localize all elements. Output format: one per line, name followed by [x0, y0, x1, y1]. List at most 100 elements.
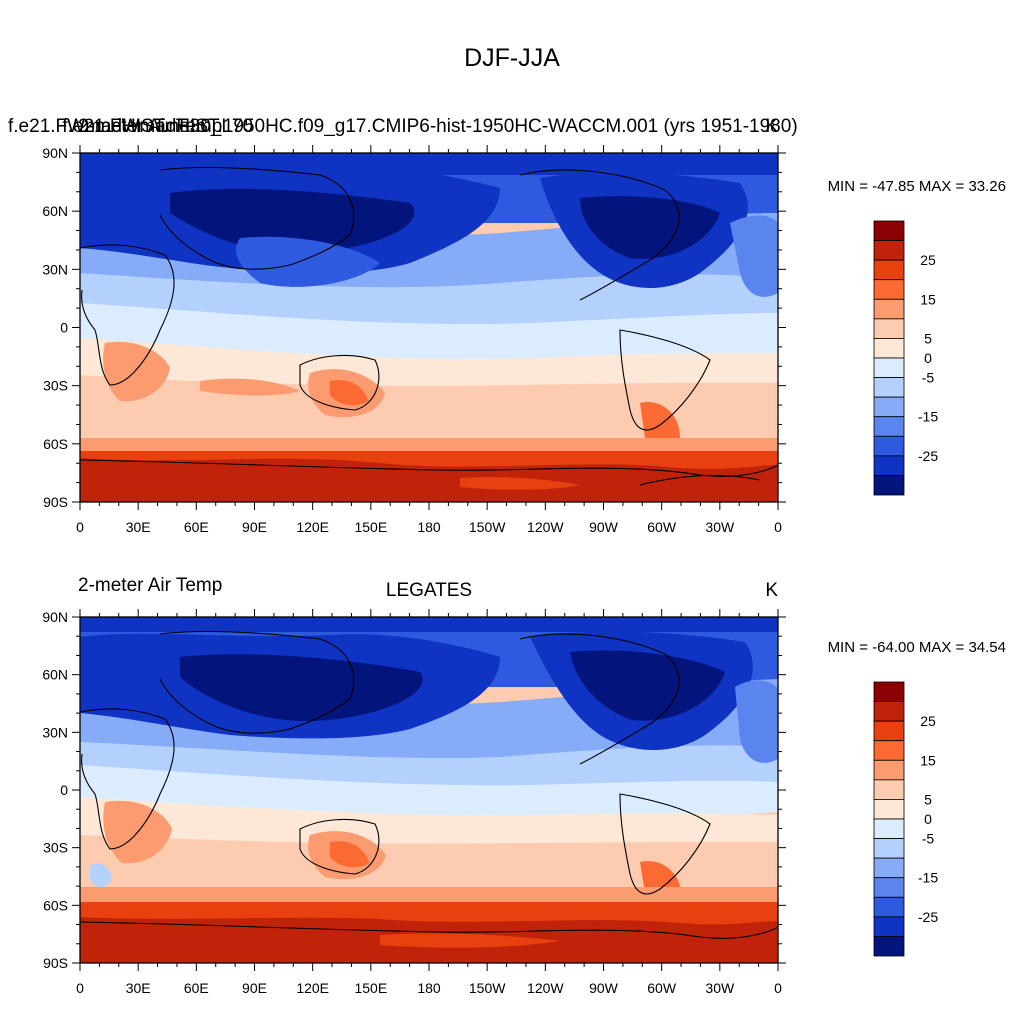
panel-bottom-ytick-label: 90N [42, 609, 68, 625]
panel-top-colorbar-box [873, 298, 905, 320]
panel-bottom-stats: MIN = -64.00 MAX = 34.54 [828, 639, 1006, 656]
panel-bottom-axes: 0 30E 60E 90E 120E 150E 180 150W 120W 90W 60W 30W 09… [42, 609, 786, 996]
panel-top-colorbar-label: 25 [920, 252, 936, 268]
panel-top-colorbar-box [873, 455, 905, 476]
panel-top-colorbar: 25 15 5 0 -5 -15 -25 [873, 220, 938, 496]
panel-top-ytick-label: 30N [42, 261, 68, 277]
panel-bottom-xtick-label: 180 [417, 980, 441, 996]
panel-bottom-colorbar-box [873, 896, 905, 918]
panel-bottom-colorbar-label: 0 [924, 811, 932, 827]
panel-bottom-colorbar-box [873, 838, 905, 859]
panel-top-axes: 0 30E 60E 90E 120E 150E 180 150W 120W 90W 60W 30W 09… [42, 145, 786, 535]
panel-top-colorbar-box [873, 377, 905, 398]
panel-bottom-colorbar-box [873, 799, 905, 820]
panel-bottom-colorbar-box [873, 857, 905, 879]
panel-top-xtick-label: 0 [76, 519, 84, 535]
panel-bottom-ytick-label: 0 [60, 782, 68, 798]
panel-bottom-xtick-label: 90W [589, 980, 619, 996]
panel-bottom-colorbar-label: -15 [918, 870, 938, 886]
panel-bottom-colorbar-box [873, 720, 905, 742]
panel-bottom-colorbar-label: 15 [920, 752, 936, 768]
panel-bottom-xtick-label: 0 [76, 980, 84, 996]
panel-top-colorbar-label: -15 [918, 409, 938, 425]
panel-top-xtick-label: 120E [296, 519, 329, 535]
panel-bottom-xtick-label: 150W [469, 980, 506, 996]
panel-top-stats: MIN = -47.85 MAX = 33.26 [828, 178, 1006, 195]
panel-top-xtick-label: 60W [647, 519, 677, 535]
panel-bottom-map [80, 617, 778, 963]
panel-bottom-xtick-label: 30E [126, 980, 151, 996]
panel-bottom-colorbar-box [873, 877, 905, 898]
panel-bottom-coastlines [80, 630, 778, 939]
panel-top-xtick-label: 0 [774, 519, 782, 535]
panel-top-colorbar-box [873, 435, 905, 457]
panel-top-coastlines [80, 166, 778, 486]
panel-top-xtick-label: 90E [242, 519, 267, 535]
panel-top-units: K [765, 116, 778, 137]
panel-bottom-colorbar-box [873, 759, 905, 781]
panel-bottom-colorbar-label: -25 [918, 909, 938, 925]
panel-top-left-title-a: f.e21.FWmadHIST.ne30_L70 [8, 116, 253, 137]
panel-bottom-xtick-label: 0 [774, 980, 782, 996]
panel-top-colorbar-box [873, 416, 905, 437]
panel-top-xtick-label: 150E [354, 519, 387, 535]
panel-top-ytick-label: 0 [60, 320, 68, 336]
panel-bottom-ytick-label: 60N [42, 667, 68, 683]
panel-bottom-colorbar-box [873, 701, 905, 722]
panel-bottom-left-title: 2-meter Air Temp [78, 575, 222, 596]
panel-bottom-colorbar-label: 25 [920, 713, 936, 729]
panel-bottom-colorbar-label: 5 [924, 791, 932, 807]
panel-bottom-center-title: LEGATES [386, 580, 472, 601]
panel-top-xtick-label: 180 [417, 519, 441, 535]
panel-bottom-colorbar-box [873, 818, 905, 839]
panel-top-xtick-label: 30E [126, 519, 151, 535]
panel-top-colorbar-box [873, 279, 905, 300]
panel-bottom-ytick-label: 60S [43, 897, 68, 913]
panel-bottom-colorbar-box [873, 681, 905, 702]
panel-bottom-xtick-label: 60E [184, 980, 209, 996]
panel-top-left-title-b: 2-meter Air Temp [78, 116, 222, 137]
panel-bottom-colorbar-box [873, 936, 905, 957]
panel-bottom-xtick-label: 60W [647, 980, 677, 996]
panel-top-xtick-label: 30W [705, 519, 735, 535]
panel-top-xtick-label: 150W [469, 519, 506, 535]
panel-top-colorbar-label: -25 [918, 448, 938, 464]
panel-top-colorbar-box [873, 240, 905, 261]
panel-bottom-ytick-label: 30S [43, 840, 68, 856]
panel-top-colorbar-box [873, 220, 905, 241]
panel-top-ytick-label: 90N [42, 145, 68, 161]
panel-top-colorbar-label: 15 [920, 291, 936, 307]
panel-top-xtick-label: 120W [527, 519, 564, 535]
panel-top-colorbar-box [873, 396, 905, 418]
panel-top-xtick-label: 60E [184, 519, 209, 535]
panel-bottom-colorbar-box [873, 916, 905, 937]
panel-top-colorbar-box [873, 318, 905, 339]
panel-top-center-title: f.e21.FWmadHIST.1950HC.f09_g17.CMIP6-his… [62, 116, 797, 137]
figure-title: DJF-JJA [464, 44, 560, 72]
panel-top-colorbar-box [873, 259, 905, 281]
panel-top: f.e21.FWmadHIST.ne30_L70 2-meter Air Tem… [8, 116, 1006, 535]
panel-bottom-xtick-label: 120W [527, 980, 564, 996]
panel-bottom-colorbar-label: -5 [922, 831, 935, 847]
panel-bottom-colorbar: 25 15 5 0 -5 -15 -25 [873, 681, 938, 957]
panel-top-ytick-label: 90S [43, 494, 68, 510]
panel-bottom-units: K [765, 580, 778, 601]
panel-top-colorbar-label: 5 [924, 330, 932, 346]
panel-bottom-xtick-label: 30W [705, 980, 735, 996]
panel-top-colorbar-box [873, 357, 905, 378]
panel-bottom-xtick-label: 150E [354, 980, 387, 996]
panel-bottom-ytick-label: 30N [42, 724, 68, 740]
panel-top-xtick-label: 90W [589, 519, 619, 535]
panel-top-colorbar-label: 0 [924, 350, 932, 366]
panel-top-ytick-label: 60S [43, 436, 68, 452]
panel-top-ytick-label: 60N [42, 203, 68, 219]
panel-top-colorbar-label: -5 [922, 370, 935, 386]
panel-bottom-colorbar-box [873, 740, 905, 761]
panel-top-colorbar-box [873, 475, 905, 496]
panel-bottom-ytick-label: 90S [43, 955, 68, 971]
panel-bottom: 2-meter Air Temp LEGATES K [42, 575, 1006, 996]
panel-top-colorbar-box [873, 338, 905, 359]
panel-bottom-xtick-label: 90E [242, 980, 267, 996]
panel-top-ytick-label: 30S [43, 378, 68, 394]
